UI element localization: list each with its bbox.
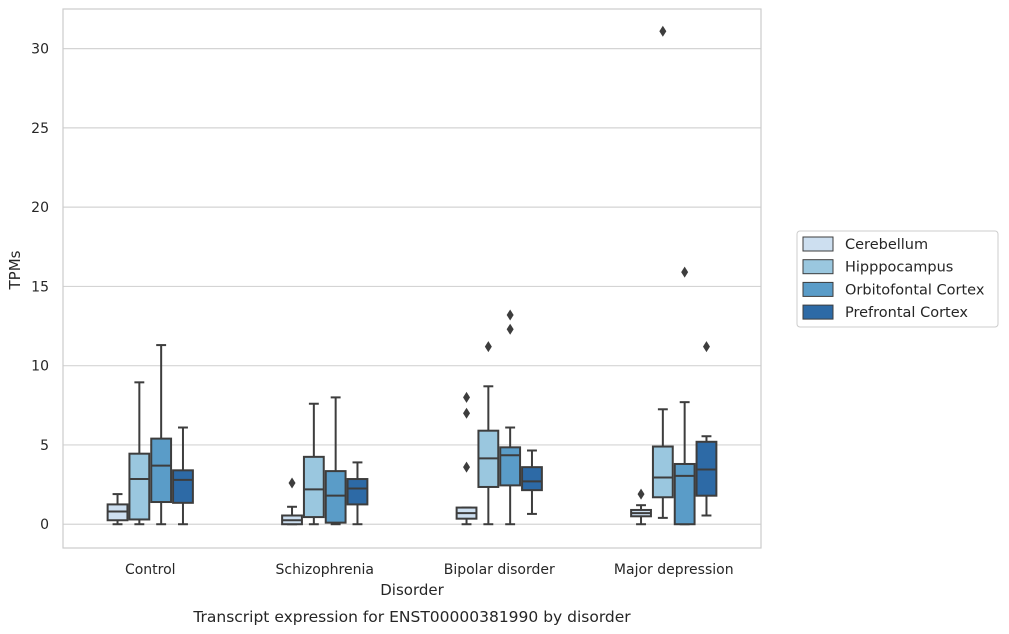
x-tick-labels: Control Schizophrenia Bipolar disorder Majo…	[125, 562, 734, 578]
box-iqr	[673, 462, 696, 526]
box-iqr	[651, 445, 674, 499]
legend-swatch	[802, 304, 834, 320]
box-group	[673, 266, 696, 526]
x-tick-label: Control	[125, 562, 176, 578]
plot-frame	[62, 8, 762, 549]
outlier-point	[463, 461, 471, 473]
legend-swatch	[802, 281, 834, 297]
outlier-point	[288, 477, 296, 489]
outlier-point	[463, 391, 471, 403]
box-group	[630, 488, 652, 526]
x-tick-label: Bipolar disorder	[444, 562, 555, 578]
box-iqr	[302, 455, 325, 519]
box-iqr	[499, 446, 522, 487]
box-group	[477, 341, 500, 526]
legend-frame	[796, 230, 999, 328]
legend: Cerebellum Hipppocampus Orbitofontal Corte…	[796, 230, 999, 328]
legend-swatch	[802, 236, 834, 252]
box-group	[346, 461, 369, 526]
box-group	[521, 449, 543, 515]
box-group	[651, 25, 674, 519]
y-tick-label: 5	[40, 438, 49, 454]
outlier-point	[463, 407, 471, 419]
outlier-point	[702, 341, 710, 353]
box-group	[172, 426, 194, 526]
y-tick-labels: 0 5 10 15 20 25 30	[31, 42, 49, 534]
legend-swatch	[802, 259, 834, 275]
y-tick-label: 10	[31, 359, 49, 375]
box-iqr	[324, 470, 347, 524]
box-group	[695, 341, 718, 517]
x-tick-label: Schizophrenia	[276, 562, 374, 578]
box-iqr	[128, 452, 151, 521]
box-group	[455, 391, 478, 526]
y-tick-label: 20	[31, 200, 49, 216]
box-group	[499, 309, 522, 526]
box-iqr	[521, 466, 543, 492]
grid-lines	[63, 48, 761, 525]
outlier-point	[659, 25, 667, 37]
y-tick-label: 25	[31, 121, 49, 137]
outlier-point	[484, 341, 492, 353]
y-tick-label: 0	[40, 517, 49, 533]
box-iqr	[346, 478, 369, 506]
outlier-point	[681, 266, 689, 278]
x-tick-label: Major depression	[614, 562, 734, 578]
legend-label: Orbitofontal Cortex	[845, 282, 985, 298]
box-iqr	[150, 437, 173, 504]
legend-label: Cerebellum	[845, 237, 928, 253]
legend-label: Prefrontal Cortex	[845, 305, 968, 321]
outlier-point	[506, 323, 514, 335]
legend-label: Hipppocampus	[845, 260, 953, 276]
box-group	[302, 402, 325, 526]
x-axis-title: Disorder	[380, 581, 444, 599]
y-axis-title: TPMs	[6, 250, 24, 290]
outlier-point	[637, 488, 645, 500]
outlier-point	[506, 309, 514, 321]
y-tick-label: 15	[31, 279, 49, 295]
box-group	[281, 477, 303, 526]
box-iqr	[172, 469, 194, 504]
box-group	[106, 493, 129, 526]
box-groups	[106, 25, 718, 526]
box-group	[324, 396, 347, 526]
chart-caption: Transcript expression for ENST0000038199…	[192, 608, 631, 626]
box-group	[128, 381, 151, 526]
y-tick-label: 30	[31, 42, 49, 58]
box-group	[150, 344, 173, 526]
